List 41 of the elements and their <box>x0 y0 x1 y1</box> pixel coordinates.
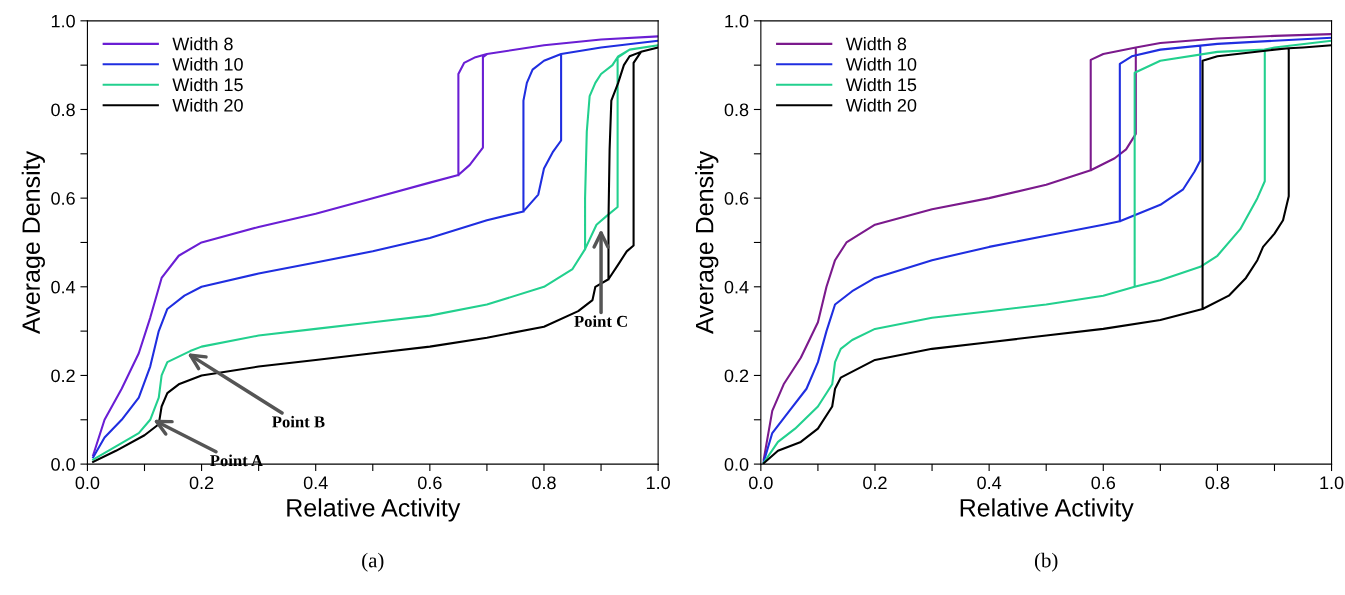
y-tick-label: 0.6 <box>51 192 75 205</box>
x-axis-title: Relative Activity <box>287 498 461 522</box>
x-axis-title: Relative Activity <box>960 498 1134 522</box>
legend-label: Width 8 <box>172 37 233 51</box>
x-tick-label: 0.8 <box>532 476 556 490</box>
y-tick-label: 1.0 <box>51 14 75 28</box>
legend-label: Width 15 <box>172 77 243 92</box>
legend-label: Width 20 <box>172 98 243 112</box>
text: (b) <box>1034 552 1058 572</box>
x-tick-label: 0.4 <box>977 476 1002 490</box>
y-tick-label: 1.0 <box>725 14 749 28</box>
x-tick-label: 0.6 <box>1091 476 1116 490</box>
y-tick-label: 0.2 <box>724 369 749 383</box>
x-tick-label: 1.0 <box>646 476 670 490</box>
x-tick-label: 1.0 <box>1320 476 1344 490</box>
annotation: Point A <box>210 454 263 467</box>
x-tick-label: 0.8 <box>1205 476 1230 490</box>
annotation: Point C <box>574 315 627 327</box>
y-tick-label: 0.6 <box>724 192 749 205</box>
y-tick-label: 0.0 <box>724 458 749 471</box>
y-tick-label: 0.8 <box>51 103 75 117</box>
legend-label: Width 20 <box>845 98 917 112</box>
legend-label: Width 10 <box>172 57 243 71</box>
legend-label: Width 15 <box>845 77 917 92</box>
y-tick-label: 0.4 <box>51 280 76 294</box>
x-tick-label: 0.2 <box>189 476 214 490</box>
x-tick-label: 0.6 <box>418 476 442 490</box>
x-tick-label: 0.4 <box>303 476 328 490</box>
y-tick-label: 0.8 <box>724 103 749 117</box>
x-tick-label: 0.2 <box>863 476 887 490</box>
legend-label: Width 8 <box>845 37 907 51</box>
y-tick-label: 0.4 <box>724 280 749 294</box>
y-tick-label: 0.2 <box>51 369 75 383</box>
y-axis-title: Average Density <box>695 151 719 334</box>
y-tick-label: 0.0 <box>51 458 75 471</box>
legend-label: Width 10 <box>845 57 917 71</box>
x-tick-label: 0.0 <box>749 476 773 490</box>
annotation: Point B <box>272 415 325 428</box>
text: (a) <box>362 552 384 572</box>
x-tick-label: 0.0 <box>75 476 100 490</box>
y-axis-title: Average Density <box>21 151 45 334</box>
